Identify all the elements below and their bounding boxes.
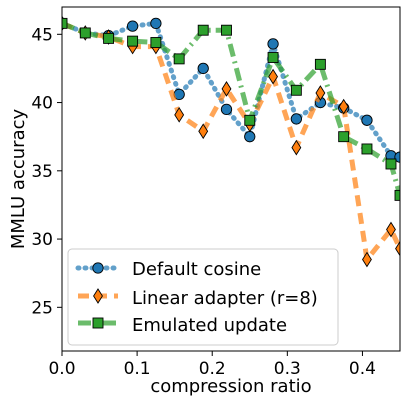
data-point-linear-adapter-r-8 — [291, 139, 302, 156]
data-point-emulated-update — [244, 114, 256, 126]
data-point-emulated-update — [103, 32, 115, 44]
plot-frame — [61, 6, 401, 352]
series-emulated-update — [62, 17, 400, 201]
x-tick-label: 0.1 — [124, 359, 151, 379]
data-point-emulated-update — [221, 24, 232, 36]
data-point-emulated-update — [127, 35, 139, 47]
data-point-default-cosine — [126, 20, 139, 32]
legend-marker-default-cosine — [92, 262, 104, 274]
data-point-emulated-update — [290, 84, 302, 96]
y-axis-label: MMLU accuracy — [8, 109, 29, 250]
data-point-emulated-update — [394, 189, 400, 201]
data-point-linear-adapter-r-8 — [362, 251, 372, 268]
data-point-linear-adapter-r-8 — [395, 240, 400, 257]
series-line-default-cosine — [62, 20, 400, 160]
data-point-default-cosine — [267, 38, 279, 50]
y-tick-label: 25 — [31, 298, 53, 318]
x-axis-ticks: 0.0 0.1 0.2 0.3 0.4 — [48, 351, 376, 379]
x-tick-label: 0.3 — [274, 359, 301, 379]
legend-marker-linear-adapter-r-8 — [93, 288, 103, 304]
legend-label-default-cosine: Default cosine — [132, 259, 261, 280]
y-axis-ticks: 25 30 35 40 45 — [31, 25, 62, 318]
x-axis-label: compression ratio — [150, 376, 311, 397]
data-point-default-cosine — [361, 114, 373, 126]
data-point-emulated-update — [62, 17, 68, 29]
data-point-emulated-update — [361, 143, 373, 155]
data-point-default-cosine — [197, 62, 209, 75]
data-point-emulated-update — [150, 37, 162, 48]
y-tick-label: 30 — [31, 230, 53, 250]
legend-handles — [75, 262, 121, 329]
legend-marker-emulated-update — [92, 317, 104, 329]
data-point-emulated-update — [338, 131, 350, 143]
series-line-emulated-update — [62, 21, 400, 197]
data-point-linear-adapter-r-8 — [338, 98, 349, 115]
data-point-linear-adapter-r-8 — [315, 85, 326, 101]
data-point-linear-adapter-r-8 — [174, 106, 185, 123]
data-point-default-cosine — [290, 113, 302, 125]
data-point-linear-adapter-r-8 — [198, 123, 209, 140]
data-point-linear-adapter-r-8 — [221, 81, 232, 97]
data-point-default-cosine — [150, 17, 162, 30]
data-point-linear-adapter-r-8 — [386, 221, 396, 238]
x-tick-label: 0.0 — [48, 359, 75, 379]
data-point-emulated-update — [79, 27, 91, 39]
data-point-emulated-update — [197, 24, 209, 36]
legend-label-linear-adapter: Linear adapter (r=8) — [132, 288, 318, 309]
legend: Default cosine Linear adapter (r=8) Emul… — [67, 248, 339, 346]
data-point-default-cosine — [244, 131, 256, 143]
y-tick-label: 40 — [31, 94, 53, 114]
y-tick-label: 45 — [31, 25, 53, 45]
data-point-emulated-update — [385, 158, 397, 170]
x-tick-label: 0.4 — [349, 359, 376, 379]
data-point-default-cosine — [220, 103, 233, 116]
y-tick-label: 35 — [31, 162, 53, 182]
data-point-linear-adapter-r-8 — [268, 68, 278, 85]
data-point-emulated-update — [314, 58, 326, 70]
legend-box — [67, 248, 339, 346]
data-point-emulated-update — [173, 53, 185, 65]
x-tick-label: 0.2 — [199, 359, 226, 379]
data-point-emulated-update — [267, 52, 279, 63]
legend-label-emulated-update: Emulated update — [132, 315, 287, 336]
data-layer — [62, 15, 400, 268]
